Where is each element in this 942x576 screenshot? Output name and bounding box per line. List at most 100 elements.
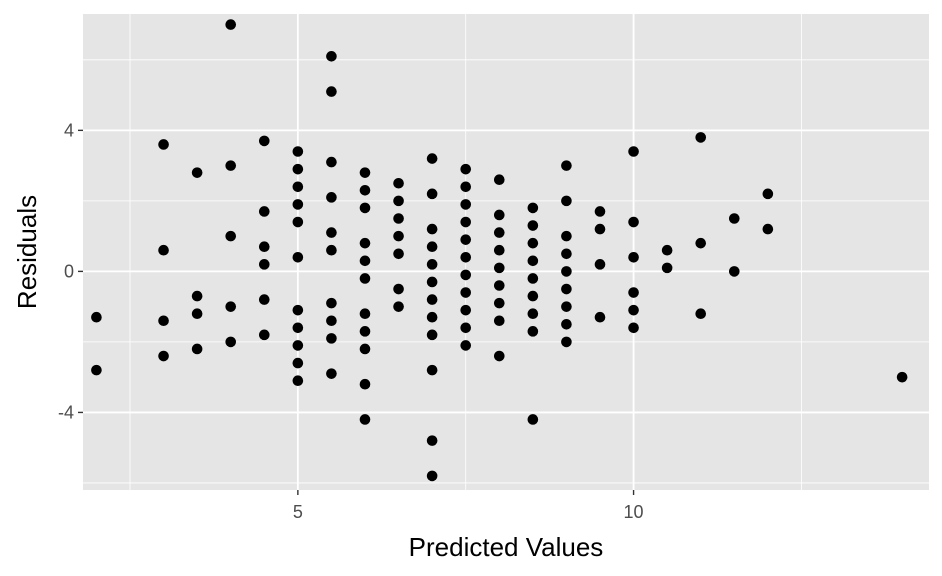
data-point — [460, 322, 472, 334]
data-point — [493, 297, 505, 309]
data-point — [158, 244, 169, 256]
data-point — [460, 340, 472, 351]
data-point — [460, 269, 472, 281]
data-point — [426, 153, 438, 164]
data-point — [258, 259, 270, 270]
data-point — [561, 195, 572, 207]
data-point — [527, 273, 539, 284]
y-axis-title: Residuals — [12, 195, 42, 309]
data-point — [191, 290, 203, 302]
data-point — [561, 318, 572, 330]
data-point — [158, 139, 169, 150]
data-point — [359, 378, 371, 390]
data-point — [426, 329, 438, 341]
data-point — [493, 315, 505, 327]
data-point — [762, 188, 774, 200]
data-point — [527, 326, 539, 337]
data-point — [292, 375, 304, 386]
data-point — [493, 174, 505, 186]
data-point — [326, 192, 337, 203]
data-point — [527, 255, 539, 267]
data-point — [493, 262, 505, 274]
data-point — [527, 414, 539, 425]
data-point — [393, 230, 404, 242]
data-point — [426, 435, 438, 446]
data-points — [91, 19, 908, 482]
data-point — [225, 230, 237, 242]
data-point — [460, 181, 472, 193]
data-point — [561, 248, 572, 260]
data-point — [359, 273, 371, 284]
data-point — [493, 209, 505, 221]
data-point — [527, 308, 539, 320]
data-point — [292, 216, 304, 228]
data-point — [594, 223, 606, 235]
data-point — [527, 290, 539, 302]
data-point — [561, 301, 572, 312]
data-point — [695, 237, 707, 249]
data-point — [158, 315, 169, 327]
x-tick-label: 10 — [624, 502, 644, 522]
data-point — [359, 308, 371, 320]
data-point — [561, 336, 572, 348]
data-point — [292, 357, 304, 369]
data-point — [460, 304, 472, 316]
data-point — [326, 51, 337, 62]
x-axis: 5 10 — [293, 490, 644, 522]
data-point — [326, 315, 337, 327]
y-tick-label: 0 — [64, 261, 74, 281]
data-point — [493, 227, 505, 238]
data-point — [292, 322, 304, 334]
data-point — [594, 311, 606, 323]
data-point — [91, 311, 102, 323]
data-point — [292, 146, 304, 157]
data-point — [527, 237, 539, 249]
data-point — [493, 350, 505, 362]
data-point — [292, 340, 304, 351]
data-point — [225, 301, 237, 312]
data-point — [426, 364, 438, 376]
y-tick-label: 4 — [64, 120, 74, 140]
data-point — [326, 333, 337, 344]
data-point — [225, 19, 237, 30]
data-point — [359, 237, 371, 249]
data-point — [225, 336, 237, 348]
data-point — [393, 213, 404, 224]
data-point — [628, 287, 639, 298]
data-point — [158, 350, 169, 362]
data-point — [326, 368, 337, 379]
data-point — [191, 343, 203, 355]
data-point — [426, 188, 438, 200]
data-point — [91, 364, 102, 376]
data-point — [393, 301, 404, 312]
x-axis-title: Predicted Values — [409, 532, 604, 562]
data-point — [191, 308, 203, 320]
data-point — [527, 202, 539, 214]
data-point — [460, 163, 472, 175]
data-point — [292, 304, 304, 316]
data-point — [393, 248, 404, 260]
data-point — [426, 276, 438, 288]
data-point — [527, 220, 539, 231]
data-point — [393, 195, 404, 207]
minor-gridlines — [83, 14, 929, 490]
data-point — [326, 297, 337, 309]
data-point — [762, 223, 774, 235]
data-point — [561, 266, 572, 277]
data-point — [594, 259, 606, 270]
data-point — [728, 266, 740, 277]
data-point — [561, 230, 572, 242]
data-point — [426, 241, 438, 253]
data-point — [426, 259, 438, 270]
y-axis: -4 0 4 — [58, 120, 83, 422]
data-point — [258, 241, 270, 253]
data-point — [326, 227, 337, 238]
data-point — [426, 294, 438, 305]
data-point — [258, 329, 270, 341]
data-point — [460, 199, 472, 210]
data-point — [225, 160, 237, 171]
data-point — [426, 311, 438, 323]
data-point — [292, 251, 304, 263]
data-point — [191, 167, 203, 178]
